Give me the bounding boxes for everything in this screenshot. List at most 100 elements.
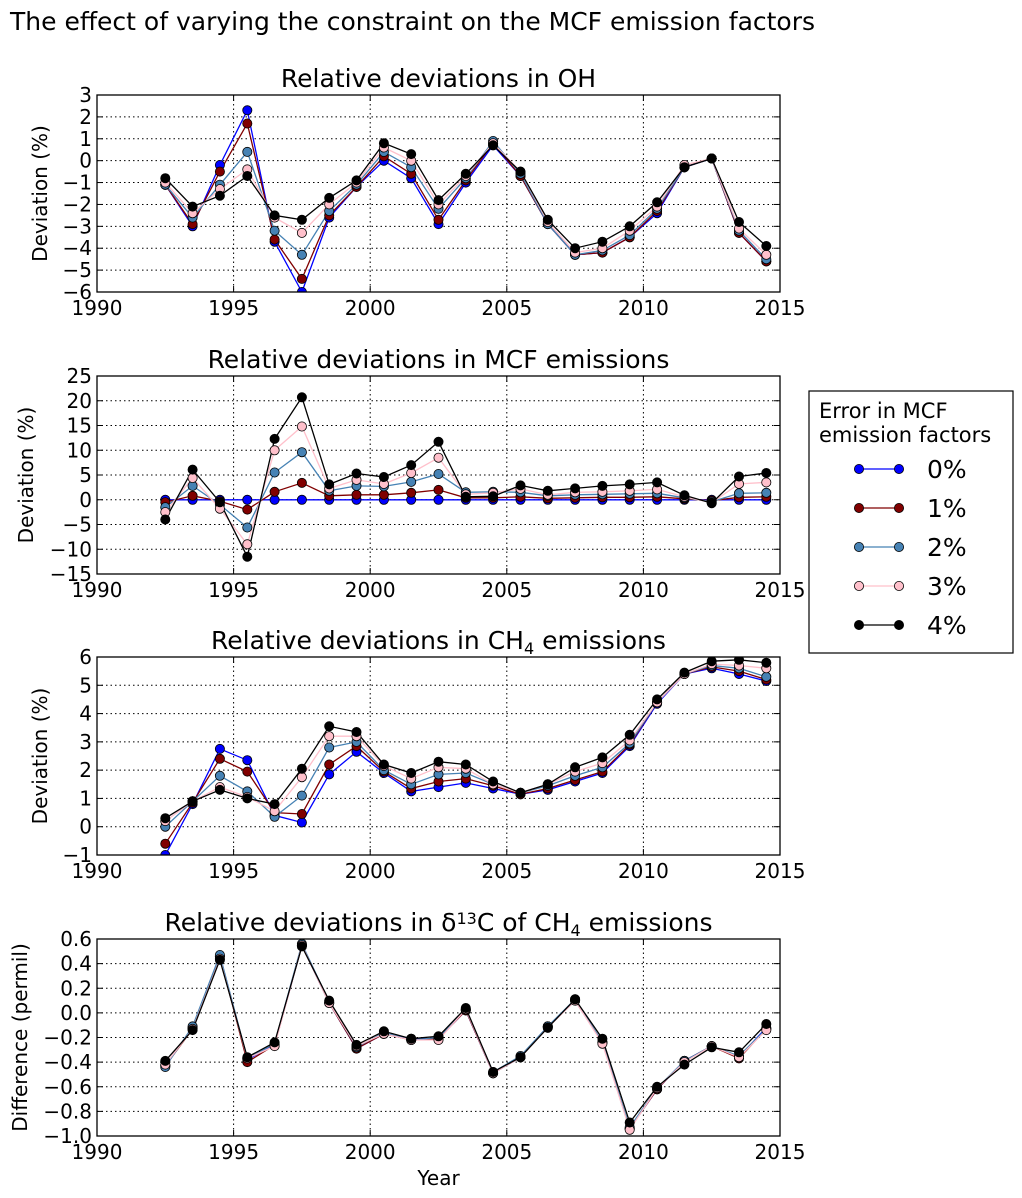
x-tick-label: 1995 [208, 1140, 259, 1164]
data-point [679, 667, 690, 678]
data-point [597, 480, 608, 491]
data-point [160, 514, 171, 525]
legend-title-line1: Error in MCF [819, 399, 948, 423]
data-point [433, 484, 444, 495]
data-point [460, 759, 471, 770]
data-point [706, 498, 717, 509]
y-tick-label: −5 [63, 513, 92, 537]
data-point [242, 504, 253, 515]
x-tick-label: 1990 [72, 296, 123, 320]
y-tick-label: 0 [79, 815, 92, 839]
y-axis-label: Difference (permil) [8, 943, 32, 1132]
y-tick-label: 3 [79, 83, 92, 107]
data-point [296, 273, 307, 284]
data-point [269, 799, 280, 810]
data-point [160, 1055, 171, 1066]
y-tick-label: 2 [79, 758, 92, 782]
data-point [433, 494, 444, 505]
data-point [597, 236, 608, 247]
data-point [296, 763, 307, 774]
data-point [406, 149, 417, 160]
data-point [187, 1025, 198, 1036]
data-point [515, 1052, 526, 1063]
data-point [378, 759, 389, 770]
data-point [242, 118, 253, 129]
data-point [378, 1026, 389, 1037]
data-point [214, 743, 225, 754]
data-point [597, 752, 608, 763]
x-tick-label: 1995 [208, 578, 259, 602]
data-point [679, 162, 690, 173]
x-axis-label: Year [416, 1166, 460, 1190]
figure-title: The effect of varying the constraint on … [9, 7, 815, 36]
x-tick-label: 1990 [72, 859, 123, 883]
data-point [214, 954, 225, 965]
y-tick-label: −5 [63, 258, 92, 282]
x-tick-label: 2000 [345, 859, 396, 883]
series-line-3% [164, 425, 767, 546]
data-point [242, 766, 253, 777]
y-tick-label: 0 [79, 488, 92, 512]
y-tick-label: 5 [79, 673, 92, 697]
x-tick-label: 2015 [755, 1140, 806, 1164]
y-tick-label: 0.2 [60, 976, 92, 1000]
data-point [351, 489, 362, 500]
data-point [433, 214, 444, 225]
x-tick-label: 2015 [755, 578, 806, 602]
chart-panel-4: Relative deviations in δ13C of CH4 emiss… [8, 908, 805, 1190]
data-point [269, 445, 280, 456]
y-tick-label: 6 [79, 645, 92, 669]
data-point [296, 227, 307, 238]
legend-marker [894, 463, 905, 474]
data-point [296, 447, 307, 458]
data-point [242, 551, 253, 562]
panel-title: Relative deviations in MCF emissions [208, 345, 670, 374]
x-tick-label: 1990 [72, 578, 123, 602]
x-tick-label: 2010 [618, 296, 669, 320]
y-tick-label: 1 [79, 127, 92, 151]
data-point [187, 796, 198, 807]
data-point [351, 468, 362, 479]
legend-label: 4% [927, 611, 967, 640]
data-point [296, 249, 307, 260]
data-point [296, 214, 307, 225]
y-axis-label: Deviation (%) [28, 125, 52, 262]
data-point [269, 433, 280, 444]
chart-panel-2: Relative deviations in MCF emissions 1990… [14, 345, 805, 602]
legend-entry-3%: 3% [854, 572, 967, 601]
data-point [542, 1022, 553, 1033]
data-point [433, 1031, 444, 1042]
data-point [296, 772, 307, 783]
series-line-2% [164, 664, 767, 828]
data-point [406, 487, 417, 498]
x-tick-label: 2005 [481, 578, 532, 602]
y-tick-label: −0.6 [43, 1075, 92, 1099]
y-tick-label: 0.4 [60, 952, 92, 976]
data-point [214, 784, 225, 795]
legend-entry-2%: 2% [854, 533, 967, 562]
legend-frame [808, 390, 1014, 654]
data-point [761, 477, 772, 488]
x-tick-label: 2010 [618, 578, 669, 602]
legend-entry-1%: 1% [854, 494, 967, 523]
panel-title: Relative deviations in OH [281, 64, 596, 93]
data-point [597, 1033, 608, 1044]
data-point [187, 472, 198, 483]
data-point [351, 1039, 362, 1050]
y-tick-label: −15 [50, 562, 92, 586]
data-point [734, 1047, 745, 1058]
x-tick-label: 2015 [755, 296, 806, 320]
data-point [761, 1019, 772, 1030]
data-point [406, 476, 417, 487]
data-point [706, 1042, 717, 1053]
series-line-4% [164, 395, 767, 559]
data-point [570, 243, 581, 254]
data-point [214, 166, 225, 177]
y-tick-label: −1 [63, 171, 92, 195]
data-point [160, 838, 171, 849]
x-tick-label: 2005 [481, 1140, 532, 1164]
y-tick-label: 0.0 [60, 1001, 92, 1025]
data-point [242, 539, 253, 550]
